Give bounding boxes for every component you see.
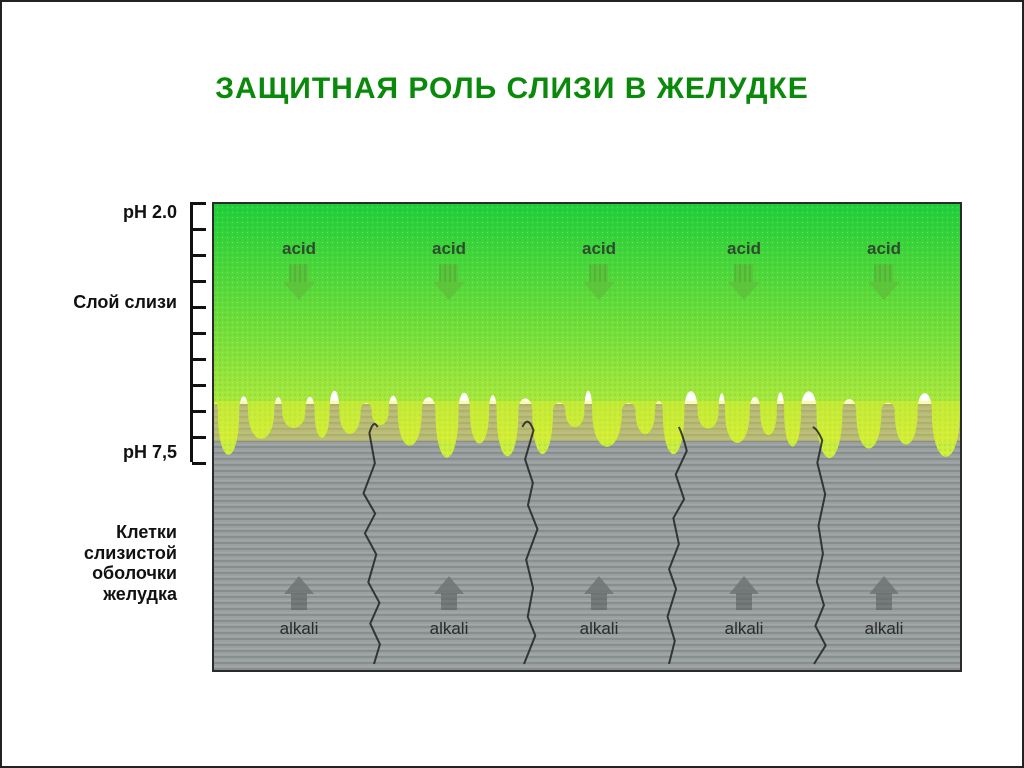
page-title: ЗАЩИТНАЯ РОЛЬ СЛИЗИ В ЖЕЛУДКЕ <box>2 72 1022 106</box>
scale-tick <box>192 306 206 309</box>
alkali-label: alkali <box>280 619 319 638</box>
scale-tick <box>192 202 206 205</box>
scale-tick <box>192 436 206 439</box>
diagram-svg: acid acid acid acid acid alkali alkali alkali al… <box>214 204 960 670</box>
scale-tick <box>192 410 206 413</box>
scale-tick <box>192 228 206 231</box>
acid-label: acid <box>582 239 616 258</box>
scale-tick <box>192 332 206 335</box>
label-ph-top: pH 2.0 <box>62 202 177 223</box>
acid-label: acid <box>867 239 901 258</box>
label-mucus-layer: Слой слизи <box>62 292 177 313</box>
diagram-area: pH 2.0 Слой слизи pH 7,5 Клетки слизисто… <box>62 202 962 672</box>
acid-label: acid <box>282 239 316 258</box>
scale-tick <box>192 462 206 465</box>
acid-label: acid <box>727 239 761 258</box>
scale-tick <box>192 254 206 257</box>
scale-tick <box>192 280 206 283</box>
slide: ЗАЩИТНАЯ РОЛЬ СЛИЗИ В ЖЕЛУДКЕ pH 2.0 Сло… <box>0 0 1024 768</box>
scale-bar <box>190 202 209 462</box>
scale-tick <box>192 358 206 361</box>
label-ph-mid: pH 7,5 <box>62 442 177 463</box>
label-mucosa-cells: Клетки слизистой оболочки желудка <box>62 522 177 605</box>
diagram-chart: acid acid acid acid acid alkali alkali alkali al… <box>212 202 962 672</box>
alkali-label: alkali <box>430 619 469 638</box>
alkali-label: alkali <box>865 619 904 638</box>
acid-label: acid <box>432 239 466 258</box>
alkali-label: alkali <box>725 619 764 638</box>
y-axis-labels: pH 2.0 Слой слизи pH 7,5 Клетки слизисто… <box>62 202 182 672</box>
scale-tick <box>192 384 206 387</box>
alkali-label: alkali <box>580 619 619 638</box>
